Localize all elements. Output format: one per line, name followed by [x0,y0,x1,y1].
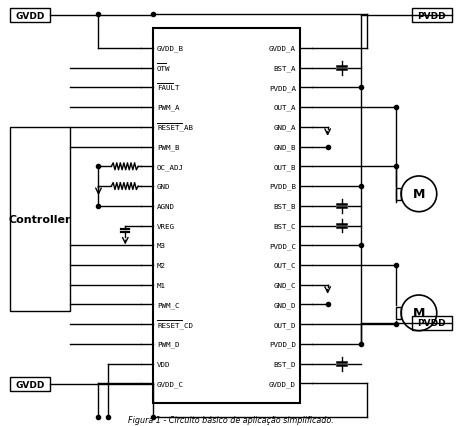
Text: RESET_CD: RESET_CD [157,321,193,328]
Text: Controller: Controller [9,215,71,225]
Bar [412,316,452,330]
Text: GND_B: GND_B [273,144,296,150]
Text: PVDD: PVDD [418,319,446,328]
Text: PVDD_D: PVDD_D [269,341,296,348]
Text: GVDD_C: GVDD_C [157,380,184,387]
Text: OUT_C: OUT_C [273,262,296,269]
Text: GVDD: GVDD [15,12,45,21]
Text: OTW: OTW [157,66,171,72]
Text: M3: M3 [157,243,166,249]
Text: PWM_A: PWM_A [157,104,179,111]
Bar [10,377,50,391]
Text: BST_C: BST_C [273,223,296,229]
Bar [153,29,300,403]
Text: BST_D: BST_D [273,360,296,367]
Bar [412,9,452,23]
Bar [10,9,50,23]
Bar [396,188,401,200]
Text: BST_B: BST_B [273,203,296,210]
Text: GND_C: GND_C [273,282,296,288]
Text: OUT_D: OUT_D [273,321,296,328]
Text: RESET_AB: RESET_AB [157,124,193,131]
Text: GND: GND [157,184,171,190]
Text: BST_A: BST_A [273,65,296,72]
Text: VDD: VDD [157,361,171,367]
Text: PVDD: PVDD [418,12,446,21]
Text: FAULT: FAULT [157,85,179,91]
Text: GVDD_B: GVDD_B [157,46,184,52]
Text: GVDD: GVDD [15,380,45,389]
Text: PVDD_C: PVDD_C [269,242,296,249]
Text: AGND: AGND [157,203,175,209]
Text: OUT_A: OUT_A [273,104,296,111]
Text: GVDD_A: GVDD_A [269,46,296,52]
Text: M2: M2 [157,262,166,268]
Text: GND_A: GND_A [273,124,296,131]
Bar [396,307,401,319]
Text: PWM_B: PWM_B [157,144,179,150]
Text: PWM_D: PWM_D [157,341,179,348]
Text: OC_ADJ: OC_ADJ [157,164,184,170]
Bar [10,128,70,311]
Text: M: M [413,307,425,320]
Text: GND_D: GND_D [273,302,296,308]
Text: PVDD_B: PVDD_B [269,183,296,190]
Text: PVDD_A: PVDD_A [269,85,296,92]
Text: M: M [413,188,425,201]
Text: PWM_C: PWM_C [157,302,179,308]
Text: M1: M1 [157,282,166,288]
Text: OUT_B: OUT_B [273,164,296,170]
Text: Figura 1 - Circuito básico de aplicação simplificado.: Figura 1 - Circuito básico de aplicação … [128,414,333,423]
Text: VREG: VREG [157,223,175,229]
Text: GVDD_D: GVDD_D [269,380,296,387]
